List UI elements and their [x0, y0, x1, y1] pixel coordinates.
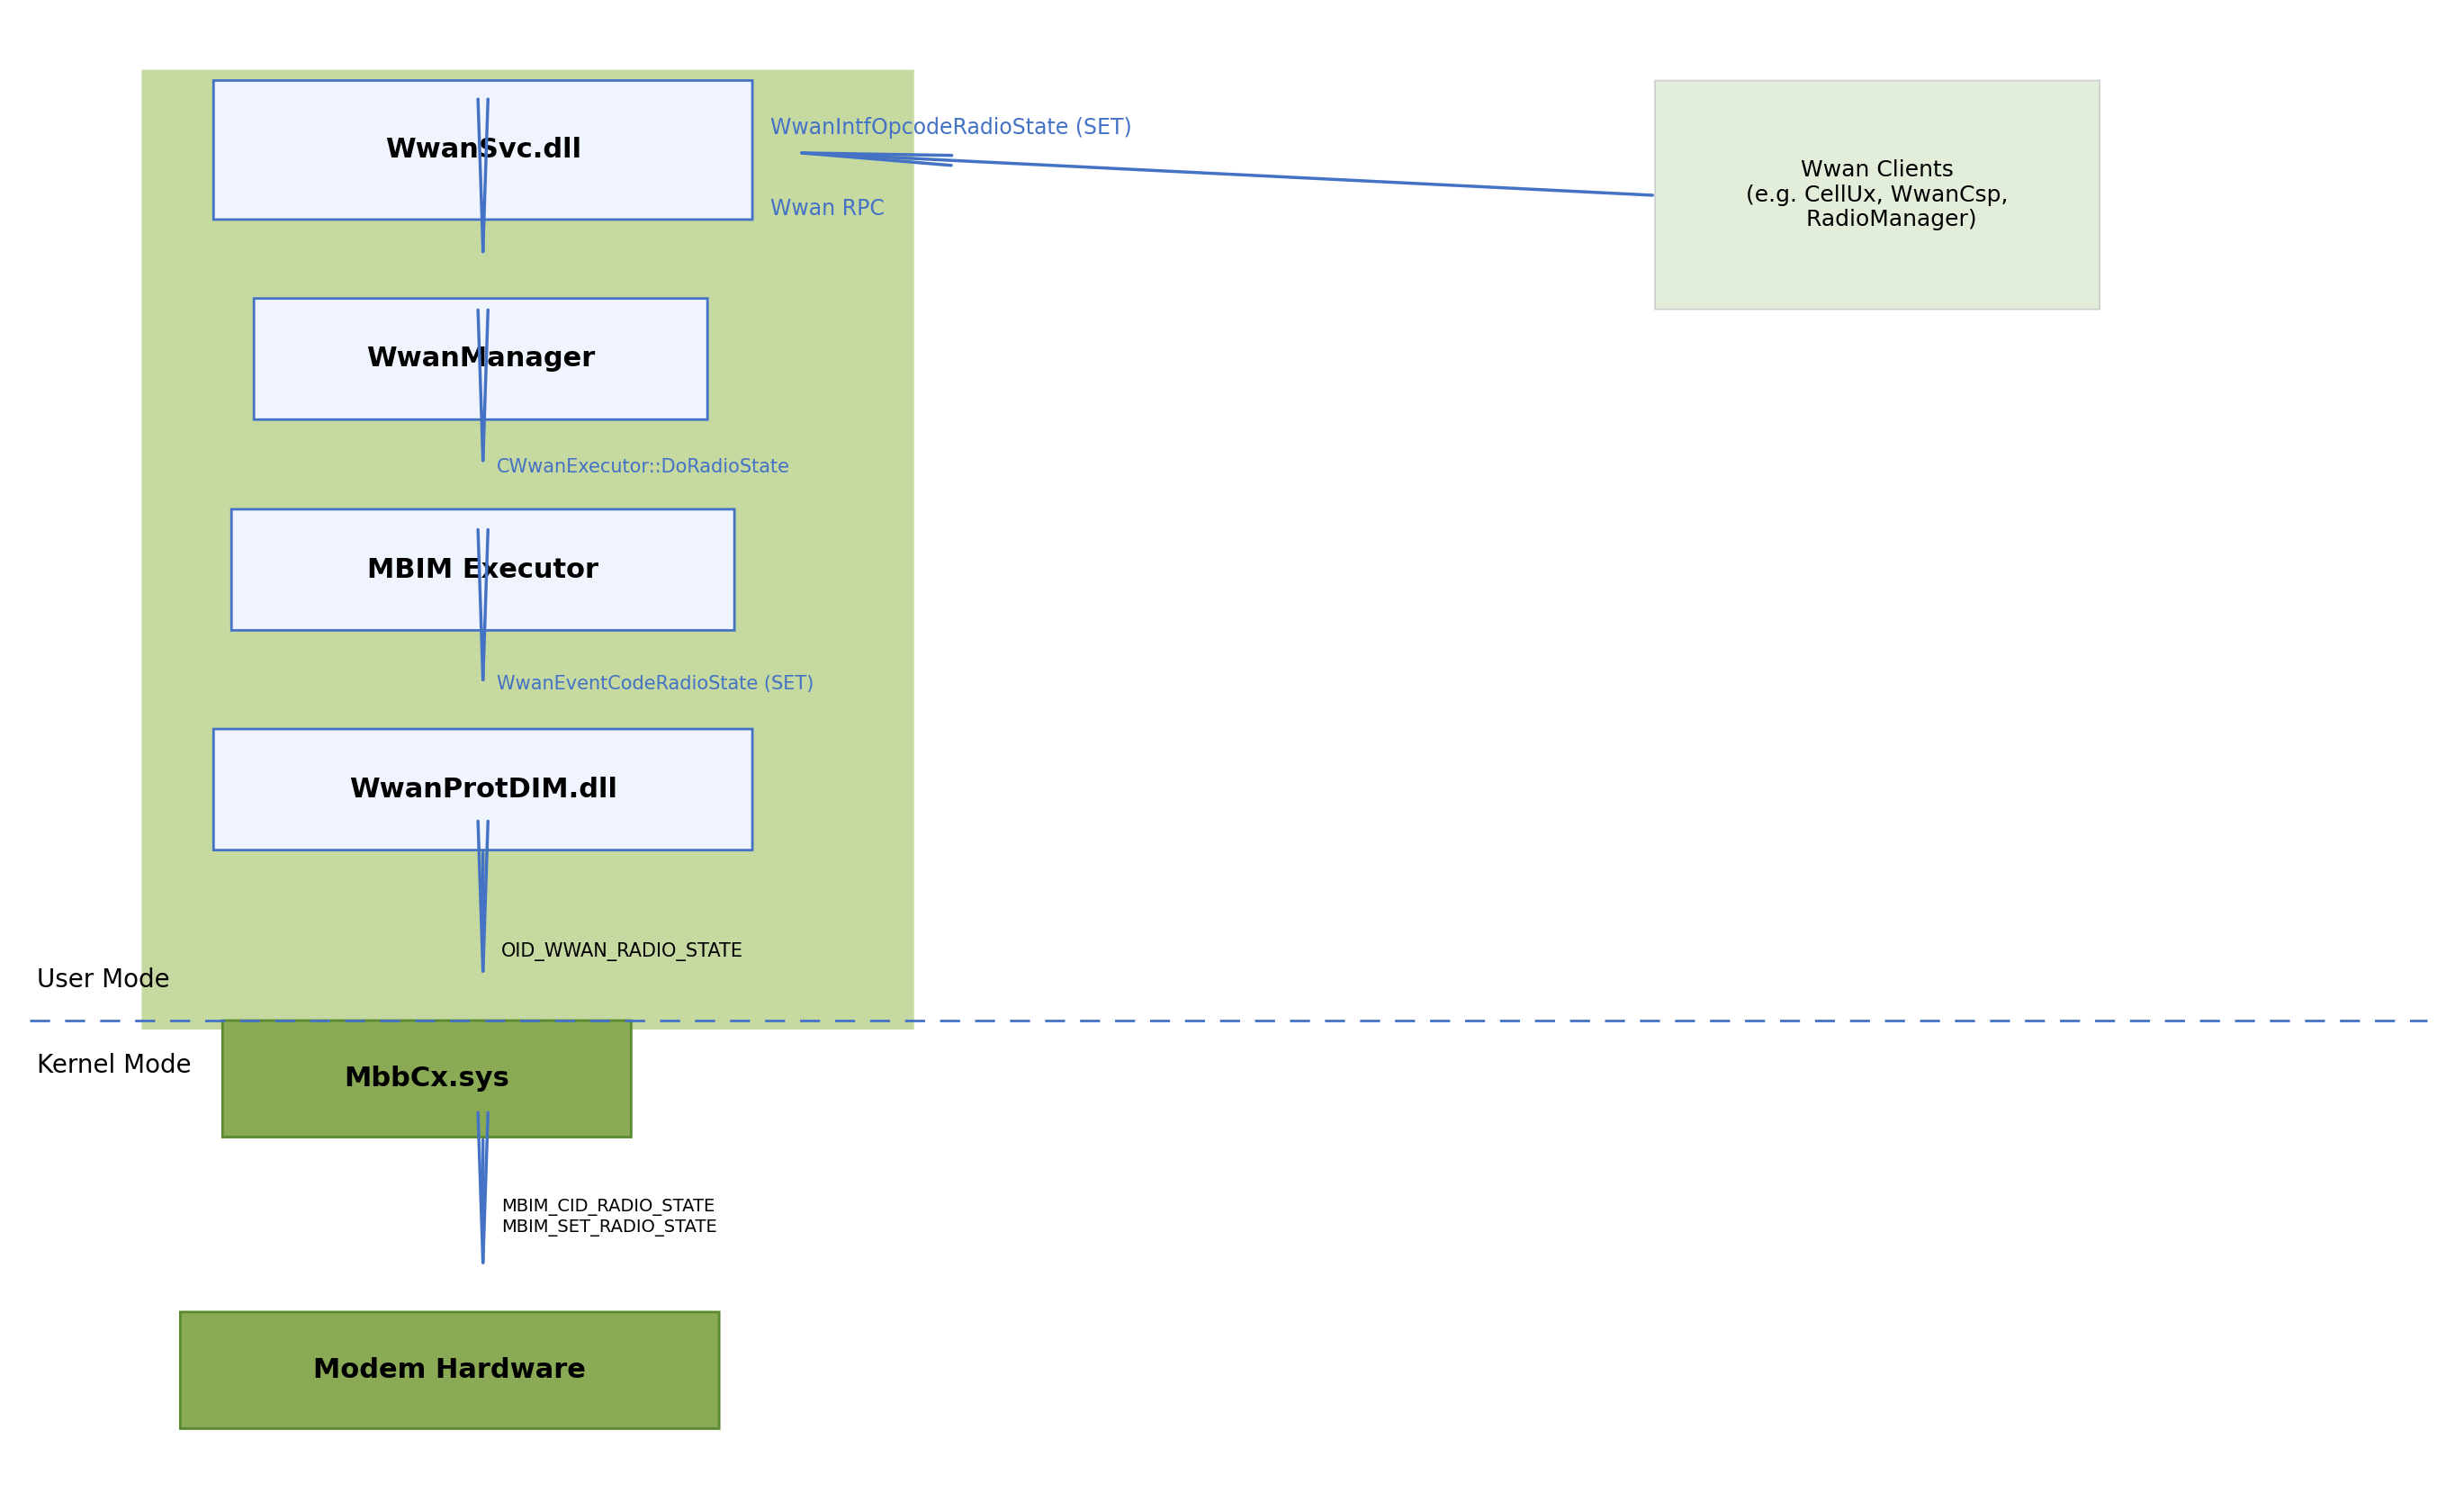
Text: Modem Hardware: Modem Hardware	[313, 1358, 586, 1383]
Text: WwanEventCodeRadioState (SET): WwanEventCodeRadioState (SET)	[495, 676, 813, 694]
Text: MBIM_CID_RADIO_STATE
MBIM_SET_RADIO_STATE: MBIM_CID_RADIO_STATE MBIM_SET_RADIO_STAT…	[500, 1199, 717, 1236]
Text: WwanProtDIM.dll: WwanProtDIM.dll	[350, 777, 616, 802]
Text: Wwan RPC: Wwan RPC	[771, 198, 885, 219]
FancyBboxPatch shape	[1656, 81, 2099, 309]
FancyBboxPatch shape	[214, 81, 752, 219]
Text: Wwan Clients
(e.g. CellUx, WwanCsp,
    RadioManager): Wwan Clients (e.g. CellUx, WwanCsp, Radi…	[1747, 159, 2008, 231]
Text: CWwanExecutor::DoRadioState: CWwanExecutor::DoRadioState	[495, 458, 791, 476]
Text: MbbCx.sys: MbbCx.sys	[345, 1066, 510, 1092]
FancyBboxPatch shape	[180, 1313, 719, 1428]
Text: WwanManager: WwanManager	[367, 345, 596, 372]
FancyBboxPatch shape	[214, 728, 752, 850]
Text: WwanSvc.dll: WwanSvc.dll	[384, 137, 582, 164]
FancyBboxPatch shape	[222, 1020, 631, 1137]
Text: MBIM Executor: MBIM Executor	[367, 557, 599, 583]
FancyBboxPatch shape	[143, 69, 914, 1029]
Text: OID_WWAN_RADIO_STATE: OID_WWAN_RADIO_STATE	[500, 942, 744, 961]
FancyBboxPatch shape	[254, 299, 707, 419]
Text: User Mode: User Mode	[37, 967, 170, 993]
Text: Kernel Mode: Kernel Mode	[37, 1053, 192, 1078]
FancyBboxPatch shape	[232, 509, 734, 631]
Text: WwanIntfOpcodeRadioState (SET): WwanIntfOpcodeRadioState (SET)	[771, 117, 1131, 138]
